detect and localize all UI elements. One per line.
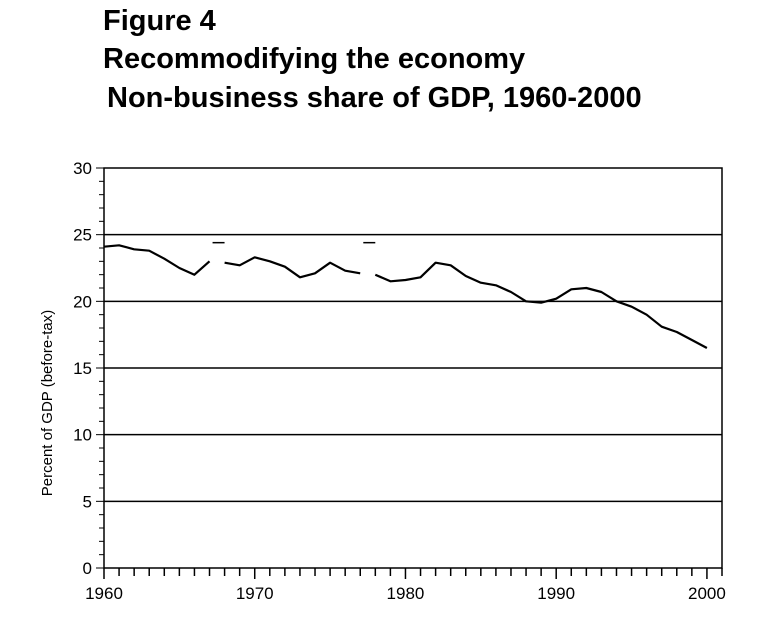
y-axis-label-group: Percent of GDP (before-tax) (39, 310, 56, 496)
x-tick-label: 2000 (688, 584, 726, 603)
chart-title: Recommodifying the economy (103, 43, 526, 75)
y-tick-label: 0 (83, 559, 92, 578)
y-axis-label: Percent of GDP (before-tax) (39, 310, 56, 496)
series-line-segment (103, 244, 211, 276)
x-tick-label: 1970 (236, 584, 274, 603)
y-tick-label: 5 (83, 492, 92, 511)
y-axis-ticks: 0 5 10 15 20 25 30 (73, 159, 104, 578)
series-line-group (103, 244, 708, 349)
series-line-segment (224, 256, 361, 279)
gridlines (104, 233, 722, 503)
figure-label: Figure 4 (103, 5, 216, 37)
series-line-segment (374, 261, 708, 349)
chart-subtitle: Non-business share of GDP, 1960-2000 (107, 82, 642, 114)
x-tick-label: 1990 (537, 584, 575, 603)
x-axis-ticks: 1960 1970 1980 1990 2000 (85, 568, 726, 603)
y-tick-label: 30 (73, 159, 92, 178)
x-tick-label: 1960 (85, 584, 123, 603)
x-tick-label: 1980 (387, 584, 425, 603)
y-tick-label: 10 (73, 426, 92, 445)
y-tick-label: 15 (73, 359, 92, 378)
y-tick-label: 20 (73, 292, 92, 311)
y-tick-label: 25 (73, 226, 92, 245)
